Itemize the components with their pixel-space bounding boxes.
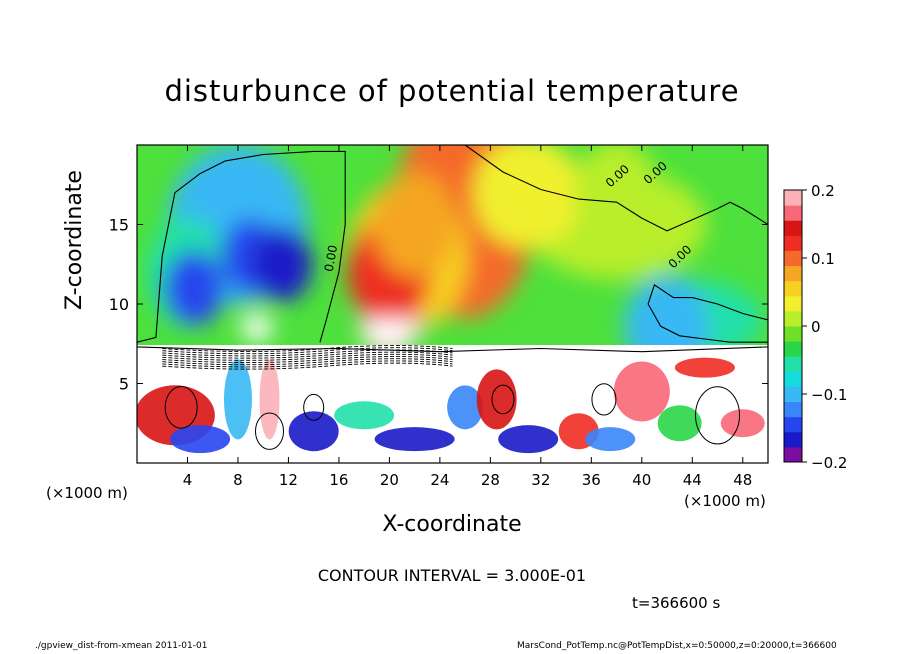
contour-label: 0.00 [322,244,340,273]
x-tick-label: 24 [430,471,449,489]
y-tick-label: 5 [119,375,129,394]
x-tick-label: 32 [531,471,550,489]
contour-line [164,386,198,429]
x-tick-label: 44 [683,471,702,489]
colorbar-swatch [784,250,802,267]
colorbar-swatch [784,310,802,327]
lower-layer-patches [137,357,765,454]
x-tick-label: 40 [632,471,651,489]
colorbar-swatch [784,280,802,297]
colorbar: 0.2 0.1 0 −0.1 −0.2 [783,182,847,472]
lower-patch [720,409,765,438]
colorbar-swatch [784,401,802,418]
contour-line [162,345,453,352]
contour-line [162,360,453,368]
feature-mark [372,172,457,277]
plot-area: 0.000.000.000.00 [137,145,768,463]
contour-line [137,150,346,343]
colorbar-swatch [784,265,802,282]
lower-patch [476,369,517,430]
time-label: t=366600 s [632,594,721,612]
x-tick-label: 4 [183,471,193,489]
lower-patch [613,361,670,422]
lower-patch [288,411,339,452]
feature-mark [574,145,659,246]
colorbar-tick-label: −0.2 [811,454,847,472]
y-unit-label: (×1000 m) [46,484,128,502]
saturated-core [240,313,273,342]
chart-title: disturbunce of potential temperature [164,74,740,108]
y-tick-label: 15 [109,216,129,235]
colorbar-swatch [784,205,802,221]
colorbar-swatch [784,431,802,448]
contour-line [695,386,741,445]
colorbar-swatch [784,326,802,342]
contour-line [464,145,768,232]
contour-lines [137,145,768,450]
contour-line [162,362,453,370]
colorbar-tick-label: 0 [811,318,821,336]
x-tick-label: 16 [329,471,348,489]
colorbar-swatch [784,446,802,463]
colorbar-tick-label: 0.1 [811,250,835,268]
colorbar-swatch [784,341,802,357]
colorbar-swatch [784,220,802,236]
colorbar-swatch [784,386,802,403]
lower-patch [674,357,735,378]
colorbar-swatch [784,190,802,206]
contour-line [162,351,453,359]
x-tick-label: 48 [733,471,752,489]
lower-patch [447,385,484,430]
lower-patch [170,425,231,454]
colorbar-tick-label: −0.1 [811,386,847,404]
contour-line [162,347,453,355]
x-tick-label: 8 [233,471,243,489]
x-tick-label: 36 [582,471,601,489]
contour-line [162,349,453,357]
y-tick-label: 10 [109,295,129,314]
footer-left: ./gpview_dist-from-xmean 2011-01-01 [35,641,208,651]
x-tick-label: 20 [380,471,399,489]
colorbar-swatch [784,416,802,433]
x-unit-label: (×1000 m) [684,492,766,510]
colorbar-tick-label: 0.2 [811,182,835,200]
colorbar-swatch [784,356,802,372]
x-tick-label: 12 [279,471,298,489]
lower-patch [585,427,636,452]
contour-line [162,353,453,361]
x-tick-label: 28 [481,471,500,489]
feature-mark [163,250,224,326]
footer-right: MarsCond_PotTemp.nc@PotTempDist,x=0:5000… [517,641,837,651]
lower-patch [259,359,280,440]
contour-line [491,384,515,415]
feature-mark [252,226,313,302]
colorbar-swatch [784,371,802,387]
lower-patch [498,425,559,454]
contour-line [647,284,768,343]
contour-line [255,412,285,450]
contour-line [162,358,453,366]
lower-patch [334,401,395,430]
contour-interval: CONTOUR INTERVAL = 3.000E-01 [317,566,587,585]
contour-line [162,356,453,363]
lower-patch [223,359,252,440]
lower-patch [374,427,455,452]
contour-line [591,383,617,416]
feature-mark [473,145,558,246]
y-axis-label: Z-coordinate [62,170,87,310]
contour-line [303,393,325,421]
saturated-core [361,318,418,347]
colorbar-swatch [784,235,802,251]
colorbar-swatch [784,295,802,312]
x-axis-label: X-coordinate [382,512,522,537]
lower-patch [657,405,702,442]
